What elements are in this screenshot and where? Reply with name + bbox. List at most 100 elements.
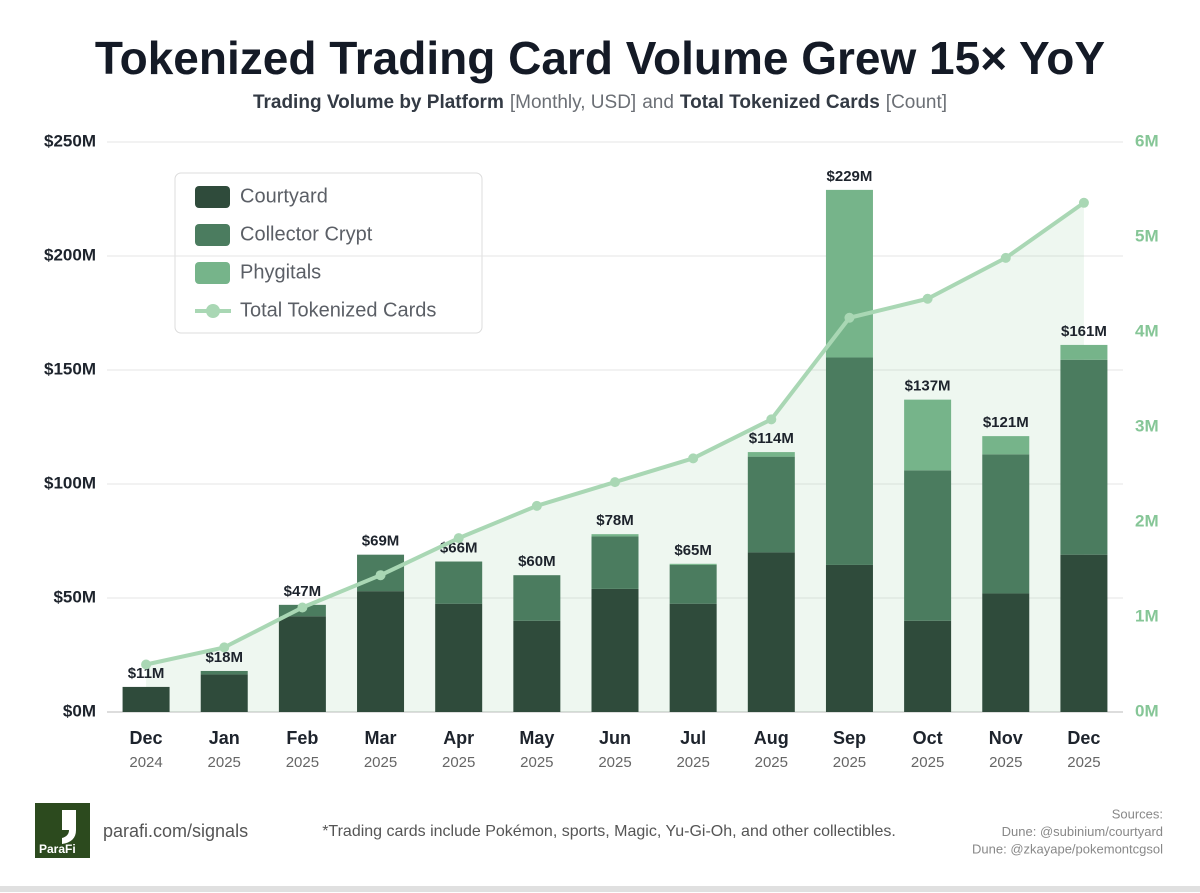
line-point [1078, 197, 1089, 208]
x-tick-year: 2025 [833, 754, 866, 771]
y-tick-label: $100M [44, 473, 96, 492]
line-point [688, 453, 699, 464]
subtitle-part: [Monthly, USD] [510, 92, 636, 113]
total-label: $114M [749, 430, 794, 447]
y2-tick-label: 4M [1135, 321, 1159, 340]
total-label: $121M [983, 414, 1029, 431]
footer-source: Dune: @zkayape/pokemontcgsol [972, 841, 1163, 856]
line-point [766, 414, 777, 425]
legend-label: Phygitals [240, 261, 321, 283]
x-tick-label: Feb [286, 728, 318, 748]
bar-segment [513, 620, 561, 712]
bar-segment [825, 357, 873, 565]
bar-segment [825, 564, 873, 712]
x-tick-year: 2025 [442, 754, 475, 771]
y-tick-label: $200M [44, 245, 96, 264]
total-label: $47M [284, 583, 322, 600]
line-point [375, 570, 386, 581]
bar-segment [669, 603, 717, 712]
legend-swatch [195, 224, 230, 246]
bar-segment [904, 620, 952, 712]
bar-segment [669, 564, 717, 604]
y2-tick-label: 2M [1135, 511, 1159, 530]
bar-segment [982, 436, 1030, 455]
bar-segment [435, 561, 483, 604]
x-tick-year: 2025 [208, 754, 241, 771]
total-label: $137M [905, 378, 951, 395]
x-tick-label: Dec [130, 728, 163, 748]
footer-source: Dune: @subinium/courtyard [1002, 824, 1163, 839]
bar-segment [904, 470, 952, 621]
y-tick-label: $50M [53, 587, 96, 606]
line-point [453, 533, 464, 544]
total-label: $229M [827, 168, 873, 185]
y2-tick-label: 0M [1135, 701, 1159, 720]
x-tick-label: May [519, 728, 554, 748]
x-tick-label: Nov [989, 728, 1023, 748]
y2-tick-label: 5M [1135, 226, 1159, 245]
bar-segment [200, 674, 248, 712]
x-tick-label: Jan [209, 728, 240, 748]
bar-segment [982, 454, 1030, 594]
x-tick-year: 2025 [989, 754, 1022, 771]
x-tick-label: Oct [913, 728, 943, 748]
x-tick-label: Jun [599, 728, 631, 748]
x-tick-year: 2025 [676, 754, 709, 771]
legend-swatch [195, 262, 230, 284]
bar-segment [591, 534, 639, 537]
y-tick-label: $150M [44, 359, 96, 378]
bar-segment [747, 452, 795, 457]
legend-swatch [195, 186, 230, 208]
chart-subtitle: Trading Volume by Platform [Monthly, USD]… [253, 92, 947, 113]
x-tick-label: Apr [443, 728, 474, 748]
x-tick-label: Mar [365, 728, 397, 748]
total-label: $65M [674, 542, 712, 559]
x-tick-year: 2025 [286, 754, 319, 771]
line-point [922, 293, 933, 304]
bar-segment [591, 536, 639, 589]
footer-link: parafi.com/signals [103, 821, 248, 841]
bar-segment [357, 591, 405, 712]
x-tick-label: Dec [1067, 728, 1100, 748]
total-label: $18M [205, 649, 243, 666]
x-tick-year: 2025 [598, 754, 631, 771]
line-point [1000, 252, 1011, 263]
footer-source: Sources: [1112, 806, 1163, 821]
y2-tick-label: 1M [1135, 606, 1159, 625]
footer-note: *Trading cards include Pokémon, sports, … [322, 823, 896, 840]
subtitle-part: and [642, 92, 674, 113]
legend-dot [206, 304, 220, 318]
line-point [219, 642, 230, 653]
legend-label: Collector Crypt [240, 223, 373, 245]
x-tick-label: Sep [833, 728, 866, 748]
x-tick-year: 2025 [1067, 754, 1100, 771]
bar-segment [122, 686, 170, 712]
x-tick-label: Aug [754, 728, 789, 748]
y-tick-label: $0M [63, 701, 96, 720]
logo-mark [62, 810, 76, 844]
chart-title: Tokenized Trading Card Volume Grew 15× Y… [95, 32, 1105, 84]
bar-segment [825, 189, 873, 358]
line-point [844, 312, 855, 323]
bar-segment [513, 575, 561, 621]
bar-segment [1060, 344, 1108, 360]
x-tick-year: 2024 [129, 754, 162, 771]
subtitle-part: [Count] [886, 92, 947, 113]
legend-label: Total Tokenized Cards [240, 299, 436, 321]
bar-segment [278, 616, 326, 712]
logo-text: ParaFi [39, 842, 76, 856]
bar-segment [591, 588, 639, 712]
total-label: $11M [128, 665, 165, 682]
legend-box [174, 172, 483, 334]
subtitle-part: Trading Volume by Platform [253, 92, 504, 113]
x-tick-year: 2025 [911, 754, 944, 771]
x-tick-year: 2025 [364, 754, 397, 771]
y2-tick-label: 3M [1135, 416, 1159, 435]
bar-segment [747, 456, 795, 553]
line-point [610, 477, 620, 488]
subtitle-part: Total Tokenized Cards [680, 92, 880, 113]
bar-segment [747, 552, 795, 712]
bar-segment [669, 563, 717, 565]
bar-segment [982, 593, 1030, 712]
